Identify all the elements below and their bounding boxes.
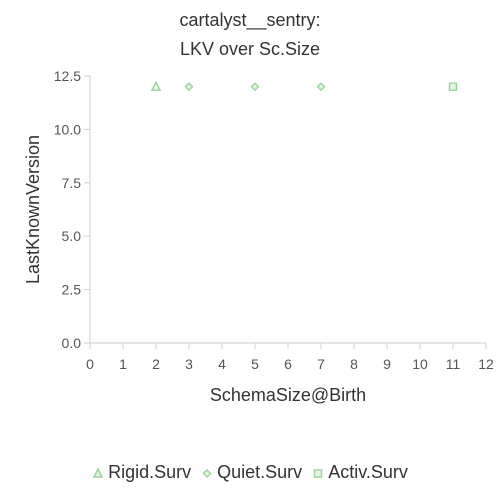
legend-item: Quiet.Surv [201,462,302,483]
x-tick-label: 9 [383,356,391,372]
x-tick-label: 11 [446,356,461,372]
x-tick-label: 0 [86,356,94,372]
x-tick-label: 5 [251,356,259,372]
x-tick-label: 7 [317,356,325,372]
chart-subtitle: LKV over Sc.Size [179,39,321,59]
x-tick-label: 3 [185,356,193,372]
data-point-diamond [184,82,194,92]
y-tick-label: 7.5 [62,175,82,191]
legend-triangle-icon [92,466,104,478]
data-point-triangle [150,80,162,91]
legend-item: Rigid.Surv [92,462,191,483]
data-point-square [448,82,458,91]
legend-label: Quiet.Surv [217,462,303,482]
y-tick-label: 12.5 [54,68,81,84]
x-tick-label: 12 [478,356,494,372]
x-tick-label: 6 [284,356,292,372]
data-point-diamond [250,82,260,92]
chart-legend: Rigid.Surv Quiet.Surv Activ.Surv [0,462,500,483]
triangle-marker-icon [92,466,104,478]
legend-square-icon [313,468,323,478]
y-tick-label: 5.0 [62,228,82,244]
x-tick-label: 1 [119,356,127,372]
diamond-marker-icon [202,468,212,478]
x-tick-label: 8 [350,356,358,372]
x-tick-label: 4 [218,356,226,372]
y-tick-label: 2.5 [62,282,82,298]
chart-title: cartalyst__sentry: [179,10,321,30]
legend-label: Activ.Surv [328,462,408,482]
data-point-diamond [316,82,326,92]
y-tick-label: 0.0 [62,335,82,351]
y-tick-label: 10.0 [54,121,81,137]
x-tick-label: 2 [152,356,160,372]
x-axis-label: SchemaSize@Birth [210,385,366,405]
legend-label: Rigid.Surv [108,462,192,482]
legend-diamond-icon [202,468,212,478]
y-axis-label: LastKnownVersion [23,135,43,284]
square-marker-icon [313,468,323,478]
x-tick-label: 10 [412,356,428,372]
legend-item: Activ.Surv [312,462,408,483]
